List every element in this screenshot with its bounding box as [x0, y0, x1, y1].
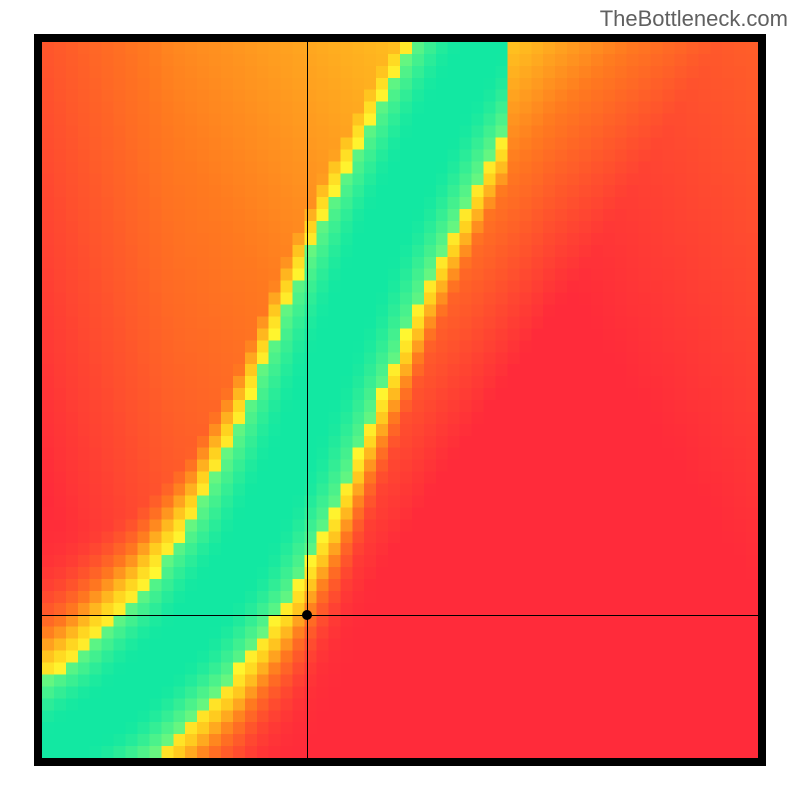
container: TheBottleneck.com: [0, 0, 800, 800]
bottleneck-heatmap: [42, 42, 758, 758]
plot-frame: [34, 34, 766, 766]
crosshair-horizontal: [42, 615, 758, 616]
crosshair-dot: [302, 610, 312, 620]
crosshair-vertical: [307, 42, 308, 758]
attribution-text: TheBottleneck.com: [600, 6, 788, 32]
